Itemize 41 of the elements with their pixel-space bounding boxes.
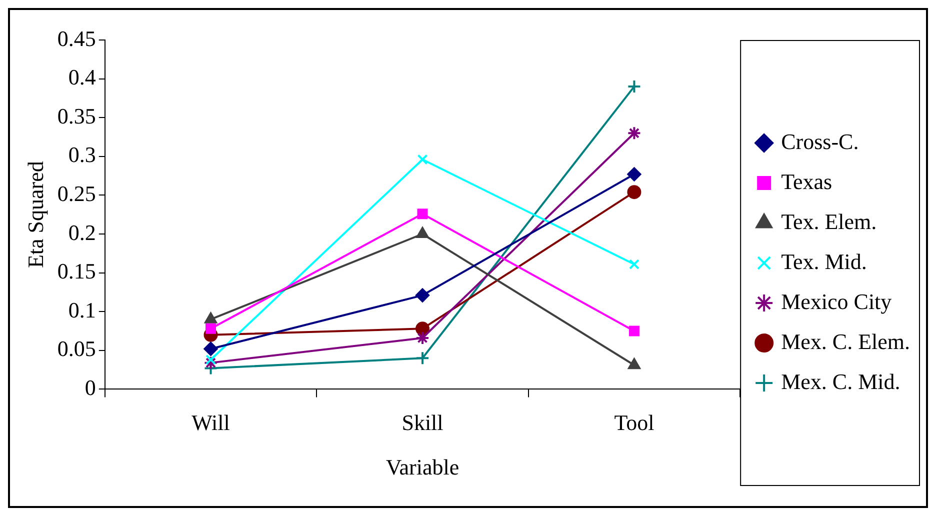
point [627, 167, 642, 182]
point [415, 330, 430, 345]
y-axis-title: Eta Squared [22, 161, 48, 268]
point [628, 259, 640, 270]
legend-label: Tex. Elem. [781, 208, 877, 234]
point [416, 227, 429, 238]
y-tick-label: 0.45 [57, 26, 96, 51]
x-tick-label: Tool [614, 410, 654, 436]
point [627, 80, 642, 94]
point [417, 154, 428, 165]
x-tick-label: Will [192, 410, 230, 436]
legend-label: Mex. C. Elem. [781, 328, 910, 354]
y-tick-label: 0.3 [68, 142, 96, 168]
legend-label: Tex. Mid. [781, 248, 867, 274]
legend-label: Cross-C. [781, 128, 859, 154]
point [415, 322, 430, 336]
point [204, 312, 217, 324]
point [204, 342, 218, 356]
y-tick-label: 0.4 [68, 64, 96, 90]
point [415, 351, 430, 366]
y-tick-label: 0.05 [57, 336, 96, 362]
point [627, 126, 642, 140]
x-tick-label: Skill [402, 410, 444, 436]
point [628, 358, 640, 370]
legend-label: Mexico City [781, 288, 892, 314]
legend-label: Texas [781, 168, 832, 194]
x-axis-title: Variable [386, 454, 460, 480]
point [204, 356, 218, 370]
point [206, 323, 216, 334]
y-tick-label: 0.25 [57, 180, 96, 206]
point [627, 185, 642, 200]
legend-label: Mex. C. Mid. [781, 368, 900, 394]
y-tick-label: 0 [84, 374, 96, 400]
point [206, 354, 216, 365]
y-tick-label: 0.35 [57, 103, 96, 128]
y-tick-label: 0.2 [68, 220, 96, 245]
point [415, 288, 430, 302]
point [628, 326, 640, 336]
y-tick-label: 0.1 [68, 297, 96, 322]
point [417, 208, 428, 220]
y-tick-label: 0.15 [57, 258, 96, 284]
